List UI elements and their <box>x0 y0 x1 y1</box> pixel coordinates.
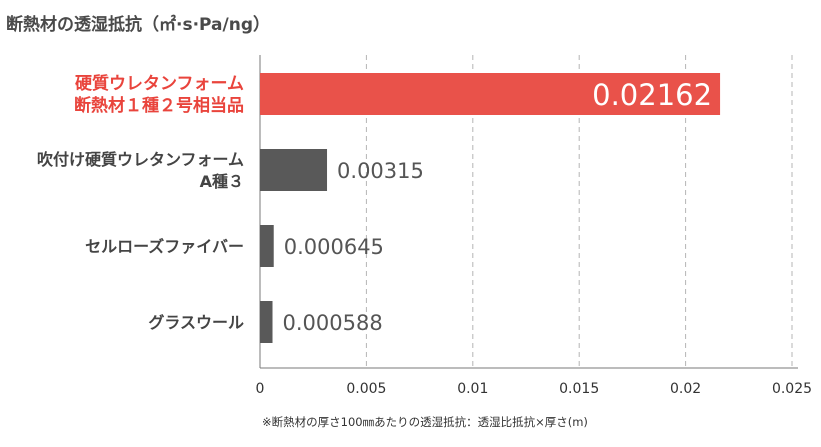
x-tick-label: 0.015 <box>559 381 599 397</box>
data-label: 0.000588 <box>283 311 383 335</box>
x-tick-label: 0.005 <box>346 381 386 397</box>
category-label: グラスウール <box>148 313 244 332</box>
bar <box>260 225 274 267</box>
x-tick-label: 0.01 <box>457 381 488 397</box>
x-tick-label: 0.025 <box>772 381 812 397</box>
bar <box>260 301 273 343</box>
data-label: 0.02162 <box>592 78 712 112</box>
footnote: ※断熱材の厚さ100㎜あたりの透湿抵抗：透湿比抵抗×厚さ(m) <box>262 415 588 429</box>
x-tick-label: 0 <box>256 381 265 397</box>
bar <box>260 149 328 191</box>
data-label: 0.00315 <box>337 159 424 183</box>
data-label: 0.000645 <box>284 235 384 259</box>
category-label: 吹付け硬質ウレタンフォーム <box>37 150 244 169</box>
category-label: 硬質ウレタンフォーム <box>75 73 244 94</box>
category-label: A種３ <box>200 172 244 191</box>
x-tick-label: 0.02 <box>670 381 701 397</box>
chart-title: 断熱材の透湿抵抗（㎡·s·Pa/ng） <box>6 15 270 35</box>
category-label: 断熱材１種２号相当品 <box>74 95 244 116</box>
bar <box>260 73 721 115</box>
category-label: セルローズファイバー <box>85 237 244 256</box>
